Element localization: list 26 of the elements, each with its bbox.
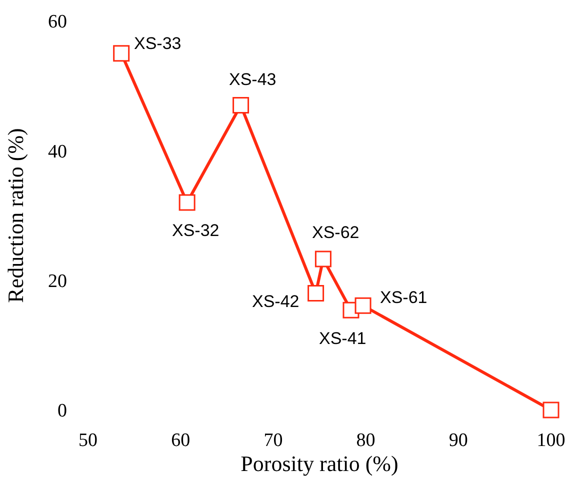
x-tick-label: 60 <box>171 430 190 451</box>
annotation: XS-32 <box>172 221 220 240</box>
annotation: XS-33 <box>134 34 182 53</box>
x-tick-label: 90 <box>448 430 468 451</box>
point <box>113 45 130 62</box>
annotation: XS-43 <box>229 70 276 89</box>
x-tick-label: 50 <box>78 430 98 451</box>
point <box>232 97 250 114</box>
point <box>314 250 332 268</box>
annotation: XS-62 <box>312 223 360 242</box>
y-axis-title: Reduction ratio (%) <box>2 128 28 303</box>
x-tick-label: 70 <box>264 430 283 451</box>
y-tick-label: 60 <box>48 12 67 33</box>
x-tick-label: 100 <box>536 430 566 451</box>
x-tick-label: 80 <box>356 430 376 451</box>
y-tick-label: 0 <box>58 400 67 422</box>
x-axis-title: Porosity ratio (%) <box>240 451 398 476</box>
point <box>308 285 324 302</box>
point <box>542 402 560 418</box>
y-tick-label: 40 <box>48 141 67 162</box>
point <box>178 194 196 211</box>
y-tick-label: 20 <box>48 270 67 292</box>
point <box>354 297 372 314</box>
annotation: XS-61 <box>380 288 428 307</box>
annotation: XS-41 <box>319 329 366 348</box>
annotation: XS-42 <box>252 292 300 311</box>
